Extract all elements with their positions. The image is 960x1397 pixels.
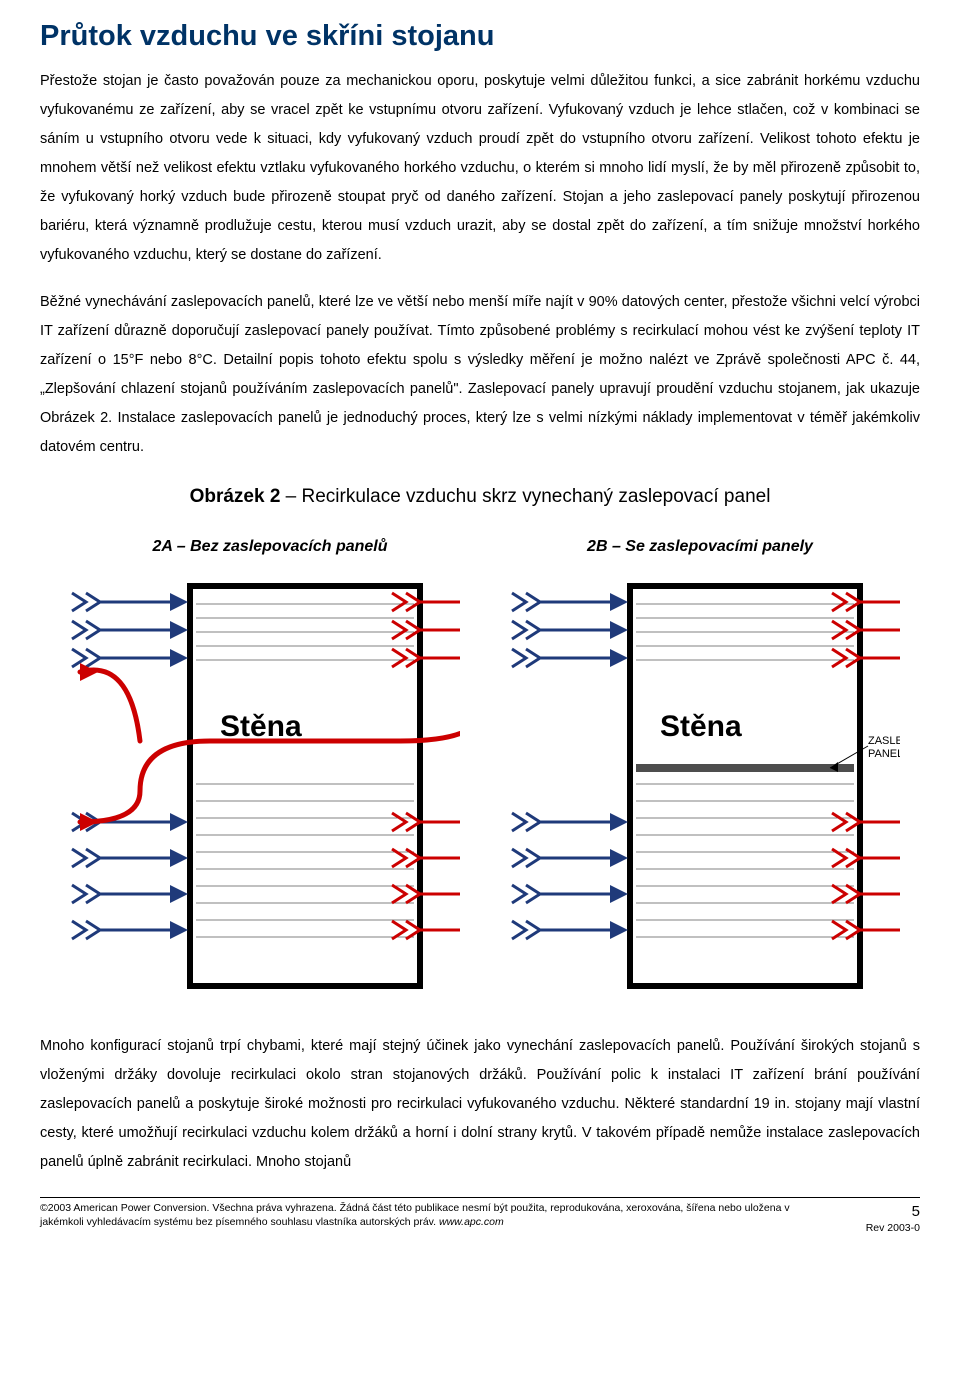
svg-text:PANEL: PANEL bbox=[868, 748, 900, 760]
svg-text:Stěna: Stěna bbox=[220, 710, 302, 743]
svg-text:Stěna: Stěna bbox=[660, 710, 742, 743]
figure-sep: – bbox=[280, 486, 301, 507]
paragraph-2: Běžné vynechávání zaslepovacích panelů, … bbox=[40, 288, 920, 462]
paragraph-3: Mnoho konfigurací stojanů trpí chybami, … bbox=[40, 1032, 920, 1177]
footer-rev: Rev 2003-0 bbox=[830, 1222, 920, 1236]
figure-label: Obrázek 2 bbox=[190, 486, 281, 507]
subcaption-2a: 2A – Bez zaslepovacích panelů bbox=[62, 538, 458, 556]
section-heading: Průtok vzduchu ve skříni stojanu bbox=[40, 20, 920, 53]
figure-diagrams: Stěna Stěna ZASLEPOVACÍPANEL bbox=[40, 576, 920, 996]
diagram-2b-svg: Stěna ZASLEPOVACÍPANEL bbox=[500, 576, 900, 996]
footer-copyright: ©2003 American Power Conversion. Všechna… bbox=[40, 1202, 830, 1235]
page-number: 5 bbox=[830, 1202, 920, 1222]
page-footer: ©2003 American Power Conversion. Všechna… bbox=[40, 1197, 920, 1235]
figure-caption: Obrázek 2 – Recirkulace vzduchu skrz vyn… bbox=[40, 486, 920, 508]
figure-subcaptions: 2A – Bez zaslepovacích panelů 2B – Se za… bbox=[40, 538, 920, 556]
figure-title: Recirkulace vzduchu skrz vynechaný zasle… bbox=[302, 486, 771, 507]
svg-text:ZASLEPOVACÍ: ZASLEPOVACÍ bbox=[868, 734, 900, 747]
paragraph-1: Přestože stojan je často považován pouze… bbox=[40, 67, 920, 270]
diagram-2a-svg: Stěna bbox=[60, 576, 460, 996]
diagram-2a: Stěna bbox=[60, 576, 460, 996]
subcaption-2b: 2B – Se zaslepovacími panely bbox=[502, 538, 898, 556]
diagram-2b: Stěna ZASLEPOVACÍPANEL bbox=[500, 576, 900, 996]
